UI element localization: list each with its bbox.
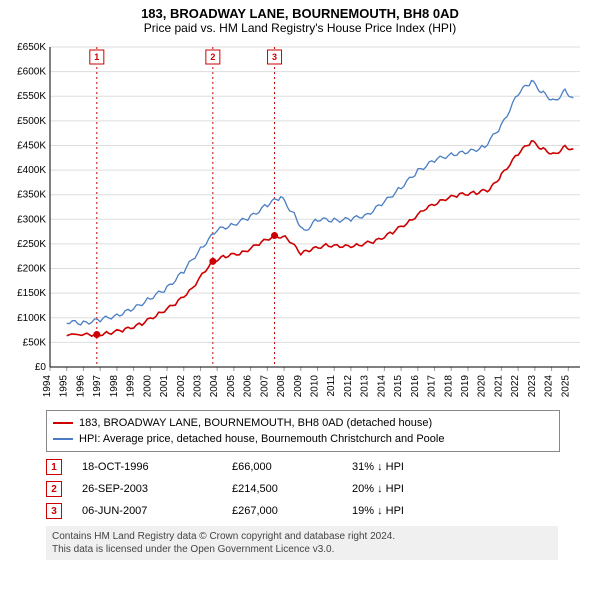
tx-date: 26-SEP-2003 bbox=[82, 483, 212, 495]
tx-marker: 1 bbox=[46, 459, 62, 475]
svg-text:2009: 2009 bbox=[293, 375, 304, 398]
svg-text:1999: 1999 bbox=[126, 375, 137, 398]
svg-text:2: 2 bbox=[210, 52, 215, 62]
chart-subtitle: Price paid vs. HM Land Registry's House … bbox=[10, 21, 590, 35]
svg-text:2000: 2000 bbox=[142, 375, 153, 398]
svg-text:2014: 2014 bbox=[376, 375, 387, 398]
attribution-footer: Contains HM Land Registry data © Crown c… bbox=[46, 526, 558, 560]
svg-text:1994: 1994 bbox=[42, 375, 53, 398]
tx-diff: 31% ↓ HPI bbox=[352, 461, 472, 473]
svg-text:2024: 2024 bbox=[544, 375, 555, 398]
legend-row-b: HPI: Average price, detached house, Bour… bbox=[53, 431, 553, 447]
svg-text:2023: 2023 bbox=[527, 375, 538, 398]
tx-row: 2 26-SEP-2003 £214,500 20% ↓ HPI bbox=[46, 478, 546, 500]
svg-text:2019: 2019 bbox=[460, 375, 471, 398]
svg-text:£400K: £400K bbox=[17, 165, 46, 176]
svg-text:2022: 2022 bbox=[510, 375, 521, 398]
svg-text:2011: 2011 bbox=[326, 375, 337, 397]
svg-text:2006: 2006 bbox=[243, 375, 254, 398]
legend-swatch-b bbox=[53, 438, 73, 440]
svg-text:£550K: £550K bbox=[17, 91, 46, 102]
svg-text:2025: 2025 bbox=[560, 375, 571, 398]
svg-text:2016: 2016 bbox=[410, 375, 421, 398]
svg-text:2017: 2017 bbox=[427, 375, 438, 398]
legend: 183, BROADWAY LANE, BOURNEMOUTH, BH8 0AD… bbox=[46, 410, 560, 452]
svg-text:1997: 1997 bbox=[92, 375, 103, 398]
svg-text:£500K: £500K bbox=[17, 116, 46, 127]
footer-line2: This data is licensed under the Open Gov… bbox=[52, 543, 552, 556]
svg-text:£350K: £350K bbox=[17, 190, 46, 201]
svg-text:2015: 2015 bbox=[393, 375, 404, 398]
svg-text:1996: 1996 bbox=[75, 375, 86, 398]
chart-container: 183, BROADWAY LANE, BOURNEMOUTH, BH8 0AD… bbox=[0, 0, 600, 564]
tx-price: £267,000 bbox=[232, 505, 332, 517]
svg-text:£600K: £600K bbox=[17, 67, 46, 78]
svg-text:2018: 2018 bbox=[443, 375, 454, 398]
svg-text:£650K: £650K bbox=[17, 42, 46, 53]
legend-swatch-a bbox=[53, 422, 73, 424]
tx-diff: 19% ↓ HPI bbox=[352, 505, 472, 517]
footer-line1: Contains HM Land Registry data © Crown c… bbox=[52, 530, 552, 543]
svg-text:1995: 1995 bbox=[59, 375, 70, 398]
svg-text:2002: 2002 bbox=[176, 375, 187, 398]
svg-text:£100K: £100K bbox=[17, 313, 46, 324]
svg-text:£250K: £250K bbox=[17, 239, 46, 250]
tx-date: 06-JUN-2007 bbox=[82, 505, 212, 517]
tx-date: 18-OCT-1996 bbox=[82, 461, 212, 473]
tx-marker: 2 bbox=[46, 481, 62, 497]
svg-text:£150K: £150K bbox=[17, 288, 46, 299]
tx-row: 1 18-OCT-1996 £66,000 31% ↓ HPI bbox=[46, 456, 546, 478]
tx-row: 3 06-JUN-2007 £267,000 19% ↓ HPI bbox=[46, 500, 546, 522]
svg-text:2004: 2004 bbox=[209, 375, 220, 398]
tx-price: £66,000 bbox=[232, 461, 332, 473]
svg-text:2021: 2021 bbox=[493, 375, 504, 398]
svg-text:2005: 2005 bbox=[226, 375, 237, 398]
tx-marker: 3 bbox=[46, 503, 62, 519]
svg-text:£0: £0 bbox=[35, 362, 47, 373]
svg-text:2012: 2012 bbox=[343, 375, 354, 398]
chart-svg: £0 £50K £100K £150K £200K £250K £300K £350K £400… bbox=[10, 39, 590, 404]
svg-text:£300K: £300K bbox=[17, 214, 46, 225]
svg-text:2013: 2013 bbox=[360, 375, 371, 398]
legend-label-b: HPI: Average price, detached house, Bour… bbox=[79, 431, 444, 447]
chart-title: 183, BROADWAY LANE, BOURNEMOUTH, BH8 0AD bbox=[10, 6, 590, 21]
svg-text:£450K: £450K bbox=[17, 140, 46, 151]
svg-text:2001: 2001 bbox=[159, 375, 170, 398]
svg-text:£50K: £50K bbox=[23, 337, 47, 348]
svg-text:1: 1 bbox=[94, 52, 99, 62]
chart-plot: £0 £50K £100K £150K £200K £250K £300K £350K £400… bbox=[10, 39, 590, 404]
svg-text:2008: 2008 bbox=[276, 375, 287, 398]
tx-price: £214,500 bbox=[232, 483, 332, 495]
svg-text:2010: 2010 bbox=[310, 375, 321, 398]
svg-text:£200K: £200K bbox=[17, 264, 46, 275]
svg-text:3: 3 bbox=[272, 52, 277, 62]
svg-text:2003: 2003 bbox=[192, 375, 203, 398]
svg-text:1998: 1998 bbox=[109, 375, 120, 398]
transaction-table: 1 18-OCT-1996 £66,000 31% ↓ HPI 2 26-SEP… bbox=[46, 456, 546, 522]
tx-diff: 20% ↓ HPI bbox=[352, 483, 472, 495]
legend-label-a: 183, BROADWAY LANE, BOURNEMOUTH, BH8 0AD… bbox=[79, 415, 432, 431]
svg-text:2007: 2007 bbox=[259, 375, 270, 398]
svg-text:2020: 2020 bbox=[477, 375, 488, 398]
legend-row-a: 183, BROADWAY LANE, BOURNEMOUTH, BH8 0AD… bbox=[53, 415, 553, 431]
